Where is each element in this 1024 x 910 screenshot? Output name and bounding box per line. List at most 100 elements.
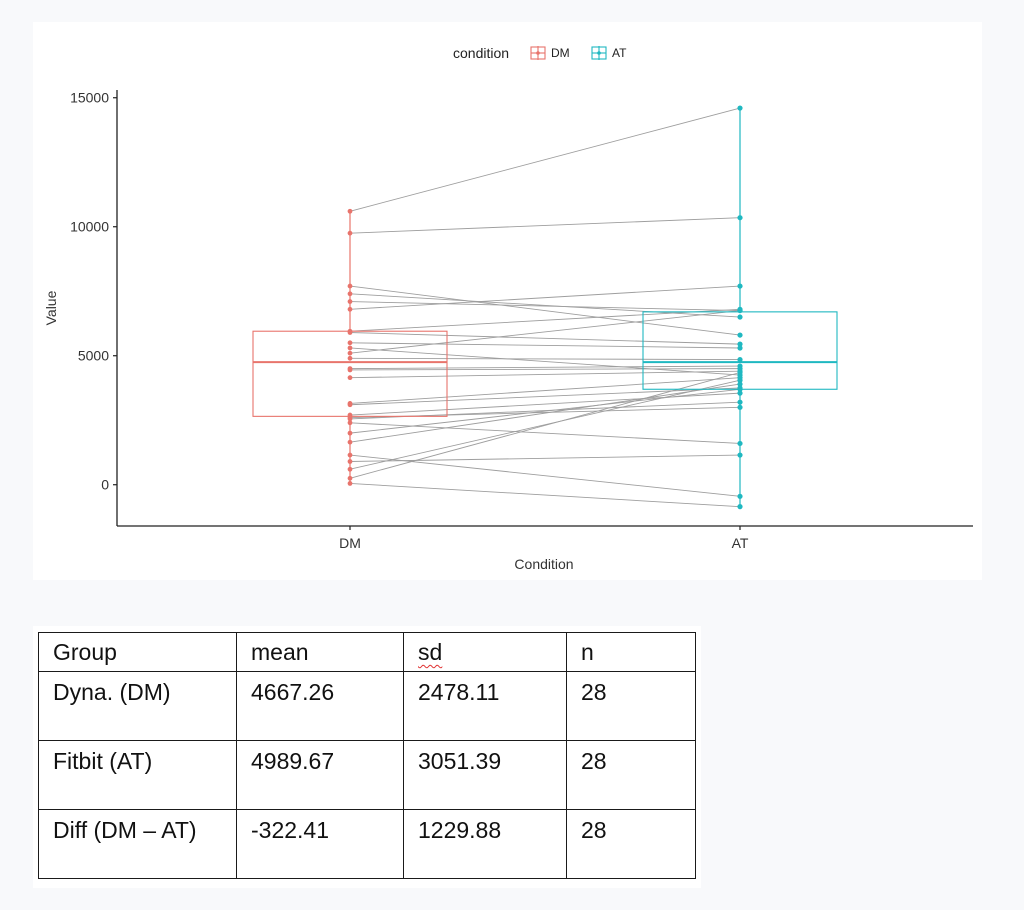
- boxes: [252, 108, 838, 508]
- point-dm: [347, 345, 353, 351]
- pair-line: [349, 383, 741, 443]
- point-dm: [347, 367, 353, 373]
- table-header-row: Group mean sd n: [38, 632, 696, 672]
- point-at: [737, 314, 743, 320]
- cell-group: Fitbit (AT): [38, 740, 237, 810]
- point-dm: [347, 466, 353, 472]
- point-dm: [347, 481, 353, 486]
- point-at: [737, 307, 743, 314]
- point-dm: [347, 340, 353, 346]
- pair-line: [349, 357, 741, 361]
- stats-table: Group mean sd n Dyna. (DM) 4667.26 2478.…: [38, 632, 696, 879]
- cell-mean: 4989.67: [236, 740, 404, 810]
- point-dm: [347, 330, 353, 335]
- point-dm: [347, 230, 353, 236]
- cell-sd: 1229.88: [403, 809, 567, 879]
- point-dm: [347, 375, 353, 381]
- pair-line: [349, 370, 741, 379]
- pair-line: [349, 310, 741, 354]
- point-dm: [347, 283, 353, 289]
- pair-line: [349, 217, 741, 234]
- pair-lines: [349, 107, 741, 508]
- point-at: [737, 452, 743, 458]
- point-dm: [347, 402, 353, 408]
- point-at: [737, 341, 743, 347]
- legend-key-dm: [530, 46, 546, 60]
- point-dm: [347, 208, 353, 214]
- y-tick-label: 10000: [70, 219, 109, 235]
- x-axis-title: Condition: [514, 556, 573, 572]
- cell-group: Dyna. (DM): [38, 671, 237, 741]
- y-tick-label: 0: [101, 477, 109, 493]
- point-dm: [347, 350, 353, 356]
- pair-line: [349, 301, 741, 312]
- pair-line: [349, 285, 741, 336]
- y-tick-label: 5000: [78, 348, 109, 364]
- header-n: n: [566, 632, 696, 672]
- point-at: [737, 504, 743, 510]
- pair-line: [349, 285, 741, 310]
- cell-sd: 3051.39: [403, 740, 567, 810]
- header-sd: sd: [403, 632, 567, 672]
- point-at: [737, 356, 743, 363]
- point-at: [737, 369, 743, 376]
- point-dm: [347, 291, 353, 297]
- point-dm: [347, 475, 353, 481]
- pair-line: [349, 365, 741, 370]
- pair-line: [349, 379, 741, 470]
- point-dm: [347, 452, 353, 458]
- point-dm: [347, 416, 353, 422]
- cell-mean: 4667.26: [236, 671, 404, 741]
- y-ticks: 0 5000 10000 15000: [70, 90, 117, 493]
- pair-line: [349, 332, 741, 345]
- pair-line: [349, 308, 741, 332]
- cell-n: 28: [566, 809, 696, 879]
- axes: [116, 90, 973, 527]
- pair-line: [349, 454, 741, 497]
- point-at: [737, 440, 743, 447]
- point-at: [737, 105, 743, 111]
- header-sd-text: sd: [418, 639, 443, 665]
- point-at: [737, 215, 743, 221]
- pair-line: [349, 342, 741, 349]
- cell-sd: 2478.11: [403, 671, 567, 741]
- legend: condition DM AT: [453, 45, 627, 61]
- point-dm: [347, 420, 353, 426]
- cell-group: Diff (DM – AT): [38, 809, 237, 879]
- point-at: [737, 493, 743, 499]
- legend-title: condition: [453, 45, 509, 61]
- point-at: [737, 377, 743, 383]
- pair-line: [349, 347, 741, 376]
- header-group: Group: [38, 632, 237, 672]
- point-dm: [347, 430, 353, 436]
- legend-label-at: AT: [612, 46, 627, 60]
- pair-line: [349, 377, 741, 404]
- pair-line: [349, 372, 741, 479]
- point-at: [737, 345, 743, 351]
- pair-line: [349, 482, 741, 508]
- point-at: [737, 332, 743, 338]
- point-dm: [347, 306, 353, 312]
- point-at: [737, 381, 743, 387]
- pair-line: [349, 107, 741, 212]
- legend-label-dm: DM: [551, 46, 570, 60]
- table-row: Fitbit (AT) 4989.67 3051.39 28: [38, 740, 696, 810]
- table-row: Diff (DM – AT) -322.41 1229.88 28: [38, 809, 696, 879]
- point-dm: [347, 355, 353, 361]
- boxplot-chart: 0 5000 10000 15000 DM AT Condition Value con…: [43, 45, 973, 572]
- cell-mean: -322.41: [236, 809, 404, 879]
- chart-panel: 0 5000 10000 15000 DM AT Condition Value con…: [33, 22, 982, 580]
- x-ticks: DM AT: [339, 526, 749, 551]
- pair-line: [349, 387, 741, 406]
- cell-n: 28: [566, 671, 696, 741]
- table-row: Dyna. (DM) 4667.26 2478.11 28: [38, 671, 696, 741]
- pair-line: [349, 388, 741, 434]
- point-dm: [347, 439, 353, 445]
- legend-key-at: [591, 46, 607, 60]
- x-tick-label: AT: [732, 535, 749, 551]
- points: [347, 105, 743, 510]
- header-mean: mean: [236, 632, 404, 672]
- stats-table-panel: Group mean sd n Dyna. (DM) 4667.26 2478.…: [33, 626, 701, 888]
- point-dm: [347, 299, 353, 304]
- point-at: [737, 386, 743, 392]
